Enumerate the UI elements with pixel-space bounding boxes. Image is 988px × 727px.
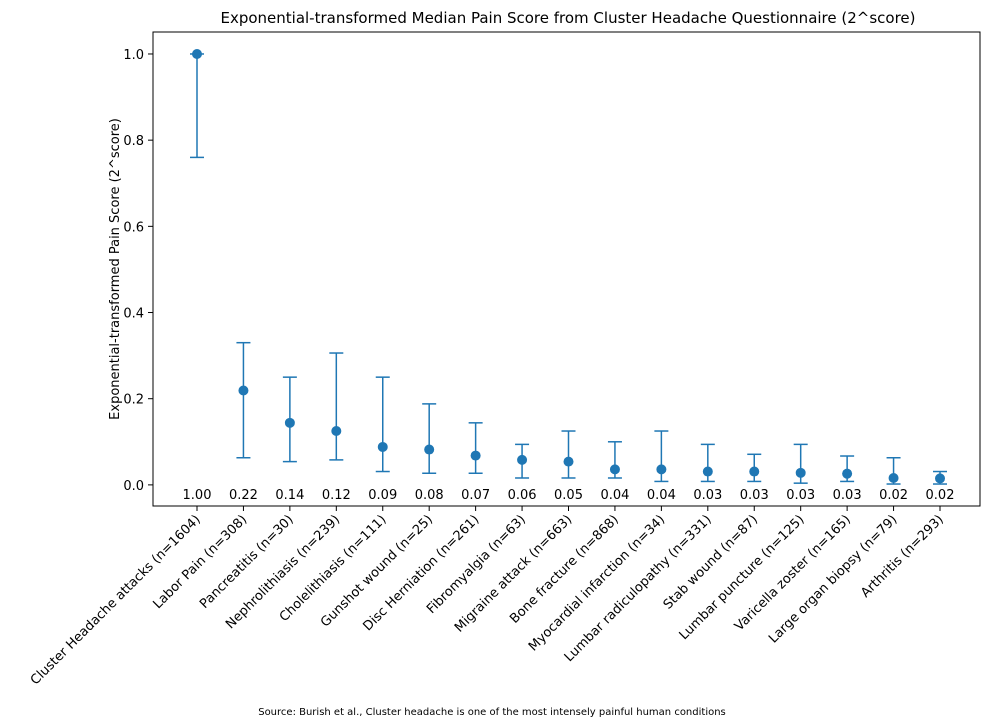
data-label: 0.12 (322, 488, 351, 503)
point (749, 466, 760, 477)
point (935, 473, 945, 484)
point (702, 466, 713, 477)
y-axis-label: Exponential-transformed Pain Score (2^sc… (108, 118, 123, 420)
point (795, 467, 806, 478)
point (377, 441, 388, 452)
point (609, 464, 620, 475)
point (842, 468, 853, 479)
data-label: 0.03 (693, 488, 722, 503)
data-label: 0.03 (740, 488, 769, 503)
x-tick-label: Cluster Headache attacks (n=1604) (28, 512, 204, 688)
data-label: 0.05 (554, 488, 583, 503)
point (331, 426, 342, 437)
y-tick-label: 0.4 (123, 307, 144, 322)
point (470, 450, 481, 461)
y-tick-label: 0.2 (123, 393, 144, 408)
data-label: 0.03 (786, 488, 815, 503)
data-label: 0.08 (415, 488, 444, 503)
y-tick-label: 1.0 (123, 48, 144, 63)
point (656, 464, 667, 475)
point (517, 454, 528, 465)
y-tick-label: 0.0 (123, 479, 144, 494)
data-label: 0.03 (833, 488, 862, 503)
point (238, 385, 249, 396)
point (284, 417, 295, 428)
y-tick-label: 0.6 (123, 220, 144, 235)
source-note: Source: Burish et al., Cluster headache … (258, 707, 726, 718)
point (424, 444, 435, 455)
plot-frame (152, 31, 981, 507)
data-label: 0.22 (229, 488, 258, 503)
data-label: 1.00 (183, 488, 212, 503)
y-tick-label: 0.8 (123, 134, 144, 149)
x-tick-label: Arthritis (n=293) (858, 512, 947, 601)
data-label: 0.04 (647, 488, 676, 503)
chart-title: Exponential-transformed Median Pain Scor… (220, 9, 915, 27)
point (563, 456, 574, 467)
data-label: 0.07 (461, 488, 490, 503)
point (888, 472, 899, 483)
data-label: 0.02 (926, 488, 955, 503)
data-label: 0.14 (275, 488, 304, 503)
data-label: 0.06 (508, 488, 537, 503)
data-label: 0.02 (879, 488, 908, 503)
data-label: 0.09 (368, 488, 397, 503)
point (192, 48, 202, 59)
data-label: 0.04 (600, 488, 629, 503)
